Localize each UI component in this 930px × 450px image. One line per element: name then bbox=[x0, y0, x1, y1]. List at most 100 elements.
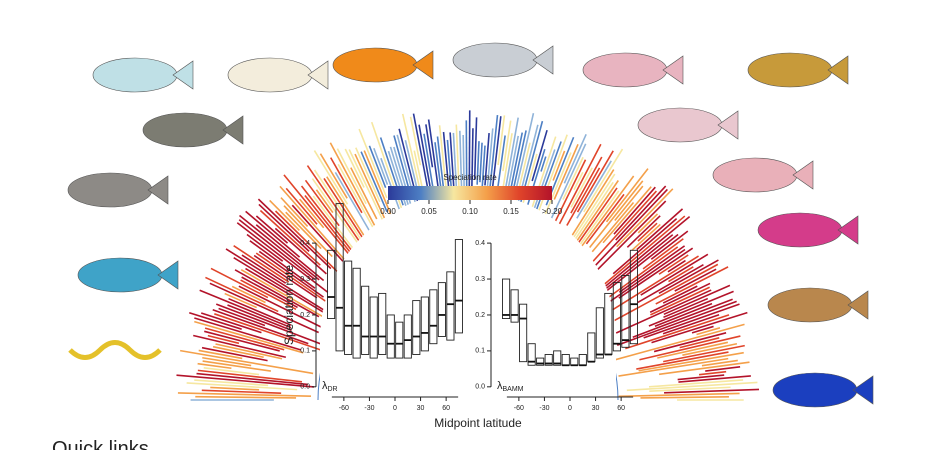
fish-body bbox=[77, 257, 163, 293]
colorbar-tick-label: 0.15 bbox=[503, 207, 519, 216]
branch bbox=[663, 297, 709, 319]
branch bbox=[274, 227, 327, 275]
box bbox=[352, 267, 361, 359]
fish-body bbox=[67, 172, 153, 208]
colorbar-tick-label: 0.05 bbox=[421, 207, 437, 216]
branch bbox=[576, 150, 614, 213]
branch bbox=[329, 157, 363, 214]
branch bbox=[698, 370, 727, 376]
branch bbox=[663, 344, 745, 363]
x-tick-label: -30 bbox=[539, 405, 549, 412]
branch bbox=[231, 285, 266, 304]
y-tick-label: 0.4 bbox=[300, 240, 310, 247]
fish-body bbox=[227, 57, 313, 93]
fish-tail bbox=[307, 60, 329, 90]
branch bbox=[618, 392, 740, 398]
fish-tail bbox=[827, 55, 849, 85]
branch bbox=[195, 395, 297, 399]
branch bbox=[197, 369, 303, 383]
box bbox=[553, 350, 562, 366]
fish-tail bbox=[172, 60, 194, 90]
branch bbox=[649, 386, 731, 392]
quick-links[interactable]: Quick links bbox=[52, 438, 149, 450]
box bbox=[403, 314, 412, 359]
branch bbox=[279, 185, 356, 273]
branch bbox=[626, 381, 758, 392]
y-tick-label: 0.1 bbox=[300, 348, 310, 355]
fish-tail bbox=[157, 260, 179, 290]
x-tick-label: -60 bbox=[339, 405, 349, 412]
branch bbox=[607, 263, 719, 325]
branch bbox=[197, 362, 232, 370]
branch bbox=[637, 213, 659, 234]
branch bbox=[360, 151, 388, 213]
branch bbox=[210, 386, 260, 391]
colorbar-tick-label: 0.00 bbox=[380, 207, 396, 216]
branch bbox=[336, 148, 367, 205]
branch bbox=[592, 215, 691, 298]
branch bbox=[228, 297, 292, 326]
branch bbox=[570, 156, 603, 214]
branch bbox=[401, 113, 422, 196]
branch bbox=[691, 325, 714, 334]
branch bbox=[238, 219, 316, 281]
branch bbox=[319, 153, 348, 199]
x-tick-label: -60 bbox=[514, 405, 524, 412]
branch bbox=[201, 389, 282, 394]
branch bbox=[632, 298, 733, 338]
branch bbox=[616, 188, 674, 248]
branch bbox=[355, 147, 381, 203]
branch bbox=[576, 160, 612, 219]
branch bbox=[662, 313, 720, 335]
box bbox=[502, 278, 511, 320]
branch bbox=[562, 156, 584, 200]
branch bbox=[258, 250, 324, 298]
branch bbox=[253, 254, 318, 299]
branch bbox=[658, 361, 750, 376]
branch bbox=[664, 388, 760, 394]
branch bbox=[618, 247, 694, 299]
branch bbox=[631, 223, 661, 251]
branch bbox=[344, 148, 365, 188]
branch bbox=[701, 359, 738, 367]
branch bbox=[358, 128, 388, 199]
branch bbox=[637, 264, 704, 304]
y-tick-label: 0.3 bbox=[300, 276, 310, 283]
fish-tail bbox=[852, 375, 874, 405]
branch bbox=[215, 303, 328, 348]
branch bbox=[502, 120, 512, 172]
branch bbox=[204, 330, 280, 352]
y-axis-label: Speciation rate bbox=[282, 265, 296, 345]
fish-body bbox=[747, 52, 833, 88]
branch bbox=[241, 276, 298, 309]
branch bbox=[648, 290, 734, 327]
branch bbox=[658, 259, 719, 295]
box bbox=[429, 289, 438, 345]
y-tick-label: 0.2 bbox=[475, 312, 485, 319]
branch bbox=[626, 215, 661, 248]
branch bbox=[679, 337, 720, 349]
branch bbox=[682, 342, 738, 356]
branch bbox=[678, 375, 751, 383]
branch bbox=[257, 198, 332, 270]
branch bbox=[640, 253, 709, 296]
fish-tail bbox=[837, 215, 859, 245]
subscript: DR bbox=[328, 386, 338, 393]
box bbox=[361, 285, 370, 355]
fish-tail bbox=[717, 110, 739, 140]
branch bbox=[283, 174, 350, 256]
branch bbox=[249, 240, 316, 289]
branch bbox=[240, 279, 297, 311]
branch bbox=[233, 257, 332, 318]
branch bbox=[326, 176, 365, 237]
branch bbox=[668, 266, 694, 283]
branch bbox=[658, 254, 689, 275]
branch bbox=[214, 313, 325, 352]
branch bbox=[705, 366, 741, 372]
branch bbox=[225, 248, 341, 321]
branch bbox=[618, 357, 729, 377]
branch bbox=[285, 187, 318, 225]
branch bbox=[602, 186, 652, 244]
branch bbox=[638, 351, 744, 372]
